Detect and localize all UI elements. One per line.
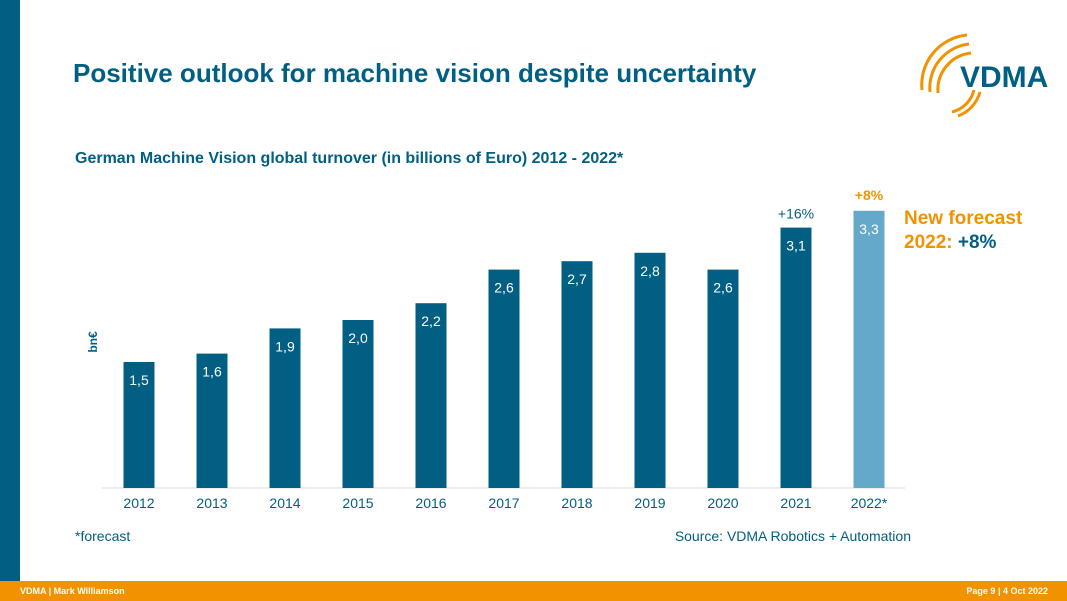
vdma-logo: VDMA <box>912 30 1052 125</box>
y-axis-label: bn€ <box>86 331 100 353</box>
x-tick-label: 2018 <box>561 495 592 511</box>
bar-2015 <box>342 320 374 488</box>
footer-page-date: Page 9 | 4 Oct 2022 <box>966 586 1048 596</box>
x-tick-label: 2013 <box>196 495 227 511</box>
x-tick-label: 2019 <box>634 495 665 511</box>
chart-title: German Machine Vision global turnover (i… <box>75 150 624 167</box>
data-label: 2,0 <box>348 330 368 346</box>
x-tick-label: 2020 <box>707 495 738 511</box>
bar-2018 <box>561 261 593 488</box>
data-label: 1,5 <box>129 372 149 388</box>
bar-2014 <box>269 328 301 488</box>
data-label: 2,6 <box>713 280 733 296</box>
left-accent-bar <box>0 0 20 581</box>
data-label: 2,8 <box>640 263 660 279</box>
data-label: 3,3 <box>859 221 879 237</box>
x-tick-label: 2022* <box>851 495 888 511</box>
data-label: 3,1 <box>786 238 806 254</box>
bar-2013 <box>196 353 228 488</box>
page-title: Positive outlook for machine vision desp… <box>73 58 757 88</box>
x-tick-label: 2012 <box>123 495 154 511</box>
svg-text:VDMA: VDMA <box>960 61 1048 94</box>
data-label: 2,6 <box>494 280 514 296</box>
forecast-label: New forecast <box>904 208 1023 229</box>
x-tick-label: 2014 <box>269 495 300 511</box>
forecast-callout: New forecast 2022: +8% <box>904 207 1022 255</box>
x-tick-label: 2021 <box>780 495 811 511</box>
data-label: 1,9 <box>275 338 295 354</box>
footer-bar: VDMA | Mark Williamson Page 9 | 4 Oct 20… <box>0 581 1067 601</box>
x-tick-label: 2017 <box>488 495 519 511</box>
data-label: 2,2 <box>421 313 441 329</box>
bar-2017 <box>488 269 520 488</box>
data-label: 2,7 <box>567 271 587 287</box>
footnote: *forecast <box>75 528 131 544</box>
growth-annotation: +16% <box>778 206 814 222</box>
bar-2019 <box>634 252 666 488</box>
growth-annotation: +8% <box>855 187 884 203</box>
bar-2016 <box>415 303 447 488</box>
bar-2012 <box>123 362 155 488</box>
source-note: Source: VDMA Robotics + Automation <box>674 528 911 544</box>
bar-2021 <box>780 227 812 488</box>
x-tick-label: 2015 <box>342 495 373 511</box>
forecast-year: 2022: <box>904 232 953 253</box>
bar-2020 <box>707 269 739 488</box>
forecast-value: +8% <box>957 232 997 253</box>
footer-author: VDMA | Mark Williamson <box>20 586 125 596</box>
bar-2022* <box>853 210 885 489</box>
x-tick-label: 2016 <box>415 495 446 511</box>
data-label: 1,6 <box>202 364 222 380</box>
